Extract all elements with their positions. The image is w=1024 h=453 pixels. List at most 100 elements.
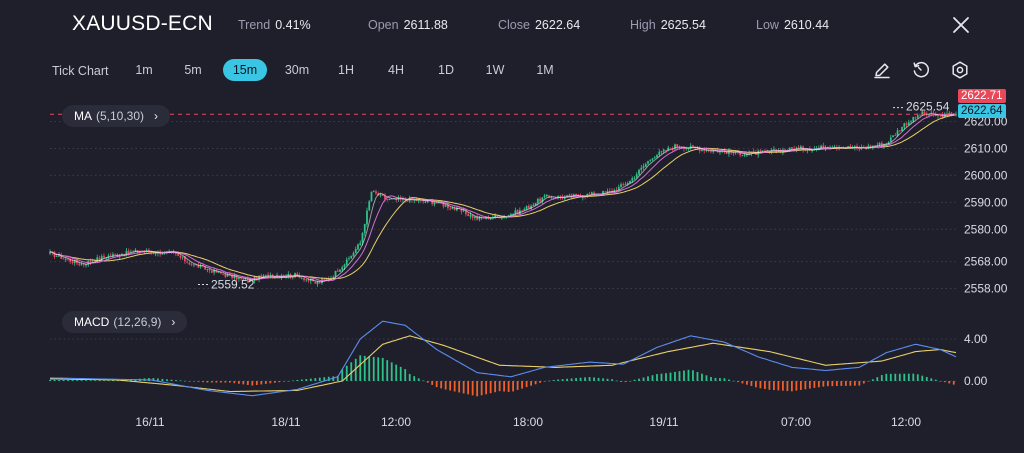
candle-up (651, 158, 654, 160)
macd-bar-negative (943, 381, 946, 383)
price-chart[interactable]: 2558.00 2568.00 2580.00 2590.00 2600.00 2610.… (0, 90, 1024, 453)
tab-timeframe-30m[interactable]: 30m (284, 63, 310, 77)
settings-icon[interactable] (950, 60, 970, 80)
tab-timeframe-1d[interactable]: 1D (438, 63, 454, 77)
candle-down (210, 270, 213, 273)
candle-down (69, 259, 72, 262)
macd-bar-positive (372, 356, 375, 381)
tab-timeframe-4h[interactable]: 4H (388, 63, 404, 77)
tab-timeframe-15m[interactable]: 15m (223, 59, 267, 81)
candle-up (640, 167, 643, 170)
candle-up (617, 186, 620, 191)
timer-reset-icon[interactable] (911, 60, 931, 80)
close-stat: Close 2622.64 (498, 18, 580, 32)
candle-down (150, 251, 153, 253)
pencil-icon[interactable] (872, 60, 892, 80)
candle-up (916, 115, 919, 118)
candle-up (626, 183, 629, 185)
high-stat: High 2625.54 (630, 18, 706, 32)
macd-bar-positive (566, 378, 568, 381)
candle-up (667, 147, 670, 151)
macd-bar-positive (570, 378, 573, 381)
macd-bar-negative (737, 381, 739, 383)
candle-up (638, 169, 640, 175)
macd-bar-positive (166, 379, 168, 381)
macd-bar-negative (237, 381, 240, 384)
candle-up (462, 210, 465, 212)
candle-down (224, 274, 227, 277)
candle-down (865, 148, 867, 150)
macd-bar-positive (584, 377, 586, 381)
macd-bar-negative (822, 381, 825, 387)
macd-bar-positive (300, 379, 303, 381)
macd-bar-positive (157, 378, 159, 381)
candle-down (739, 153, 742, 156)
macd-bar-positive (678, 371, 681, 381)
tick-chart-button[interactable]: Tick Chart (52, 64, 109, 78)
candle-up (417, 199, 420, 202)
macd-bar-positive (85, 380, 87, 381)
close-icon[interactable] (950, 14, 972, 36)
macd-bar-negative (206, 381, 209, 383)
macd-bar-negative (471, 381, 474, 396)
macd-bar-negative (512, 381, 515, 392)
candle-up (701, 149, 703, 152)
candle-up (206, 269, 209, 270)
candle-down (692, 145, 694, 147)
candle-up (878, 143, 881, 145)
candle-up (620, 184, 622, 188)
macd-bar-negative (228, 381, 231, 383)
time-tick-label: 12:00 (891, 415, 921, 429)
candle-down (849, 145, 852, 148)
macd-bar-negative (476, 381, 479, 397)
macd-bar-positive (67, 380, 69, 381)
tab-timeframe-5m[interactable]: 5m (184, 63, 202, 77)
macd-line (50, 320, 957, 397)
candle-up (58, 254, 60, 257)
tab-timeframe-1mo[interactable]: 1M (536, 63, 554, 77)
macd-bar-positive (345, 365, 348, 381)
candle-up (653, 157, 656, 159)
candle-up (525, 206, 528, 210)
candle-up (309, 279, 312, 282)
tab-timeframe-1m[interactable]: 1m (135, 63, 153, 77)
ma-params: (5,10,30) (96, 109, 145, 123)
candle-down (60, 255, 63, 259)
candle-down (384, 195, 386, 200)
macd-bar-negative (521, 381, 524, 389)
candle-down (222, 273, 225, 275)
tab-timeframe-1w[interactable]: 1W (485, 63, 505, 77)
candle-down (114, 253, 117, 255)
candle-down (476, 216, 479, 220)
candle-up (213, 269, 216, 273)
macd-bar-negative (620, 381, 622, 382)
candles (49, 109, 957, 287)
candle-up (350, 255, 353, 259)
candle-up (530, 205, 533, 209)
macd-indicator-pill[interactable]: MACD (12,26,9) › (62, 311, 188, 333)
macd-bar-negative (840, 381, 843, 386)
candle-up (339, 269, 341, 272)
macd-bar-positive (170, 379, 173, 381)
candle-up (741, 155, 744, 157)
tab-timeframe-1h[interactable]: 1H (338, 63, 354, 77)
macd-bar-positive (174, 380, 177, 381)
candle-up (316, 281, 319, 285)
macd-bar-negative (543, 381, 546, 382)
candle-down (460, 208, 463, 212)
candle-up (372, 191, 375, 192)
macd-bar-positive (103, 380, 105, 381)
macd-bar-positive (705, 375, 708, 381)
macd-bar-positive (359, 355, 362, 381)
macd-bar-negative (952, 381, 955, 385)
macd-histogram (49, 355, 955, 397)
macd-bar-positive (656, 374, 658, 381)
candle-up (55, 256, 58, 258)
macd-bar-positive (71, 380, 74, 381)
open-value: 2611.88 (403, 18, 448, 32)
macd-bar-negative (534, 381, 537, 385)
candle-up (566, 195, 568, 197)
macd-bar-negative (948, 381, 951, 384)
ma-indicator-pill[interactable]: MA (5,10,30) › (62, 105, 171, 127)
macd-bar-negative (485, 381, 488, 395)
